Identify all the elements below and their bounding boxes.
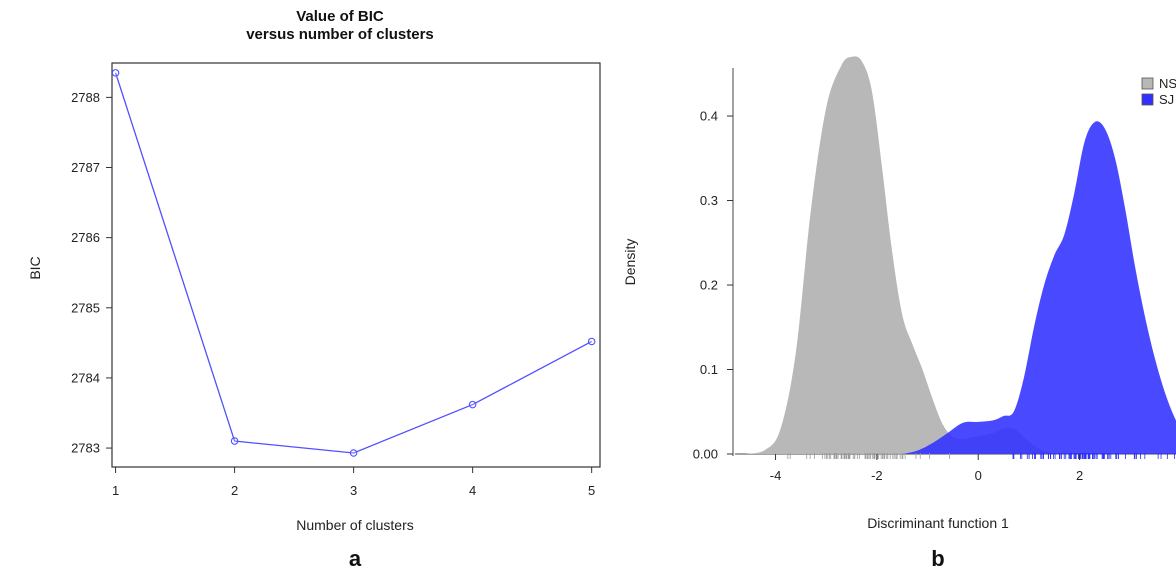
y-tick-label: 2787 [71, 160, 100, 175]
rug-marks [787, 453, 1175, 459]
chart-title: Value of BIC [296, 8, 384, 25]
y-tick-label: 0.1 [700, 362, 718, 377]
legend-label: SJ [1159, 92, 1174, 107]
data-point [468, 400, 477, 409]
x-axis: -4-2024 [770, 454, 1083, 483]
bic-series [111, 69, 596, 457]
data-point [230, 437, 239, 445]
x-axis-label: Discriminant function 1 [867, 515, 1009, 531]
x-tick-label: 5 [588, 483, 595, 498]
y-axis: 0.00 0.1 0.2 0.3 0.4 [693, 109, 733, 462]
x-axis: 1 2 3 4 5 [112, 467, 595, 498]
y-axis: 2783 2784 2785 2786 2787 2788 [71, 90, 112, 456]
chart-subtitle: versus number of clusters [246, 26, 434, 43]
y-tick-label: 2786 [71, 230, 100, 245]
x-tick-label: 3 [350, 483, 357, 498]
y-axis-label: BIC [27, 256, 43, 279]
data-point [111, 69, 120, 77]
x-tick-label: 2 [1076, 468, 1083, 483]
x-tick-label: 0 [975, 468, 982, 483]
y-tick-label: 0.3 [700, 193, 718, 208]
panel-label-a: a [349, 546, 362, 571]
data-point [349, 449, 358, 457]
density-areas [745, 56, 1176, 454]
legend-swatch-sj [1141, 93, 1154, 106]
bic-line [114, 72, 592, 454]
y-tick-label: 0.00 [693, 447, 718, 462]
x-tick-label: -4 [770, 468, 782, 483]
panel-a-bic-chart: Value of BIC versus number of clusters 2… [27, 8, 601, 571]
legend-swatch-ns [1141, 77, 1154, 90]
panel-label-b: b [931, 546, 944, 571]
density-area-ns [745, 56, 1055, 454]
density-area-sj [902, 121, 1176, 454]
y-axis-label: Density [622, 239, 638, 286]
x-tick-label: 4 [469, 483, 476, 498]
y-tick-label: 0.2 [700, 278, 718, 293]
y-tick-label: 2788 [71, 90, 100, 105]
x-tick-label: 2 [231, 483, 238, 498]
x-tick-label: 1 [112, 483, 119, 498]
x-axis-label: Number of clusters [296, 517, 413, 533]
legend-label: NS [1159, 76, 1176, 91]
y-tick-label: 2784 [71, 370, 100, 385]
x-tick-label: -2 [871, 468, 883, 483]
y-tick-label: 2785 [71, 300, 100, 315]
plot-frame [111, 62, 601, 468]
y-tick-label: 0.4 [700, 109, 718, 124]
data-point [587, 337, 596, 346]
y-tick-label: 2783 [71, 441, 100, 456]
